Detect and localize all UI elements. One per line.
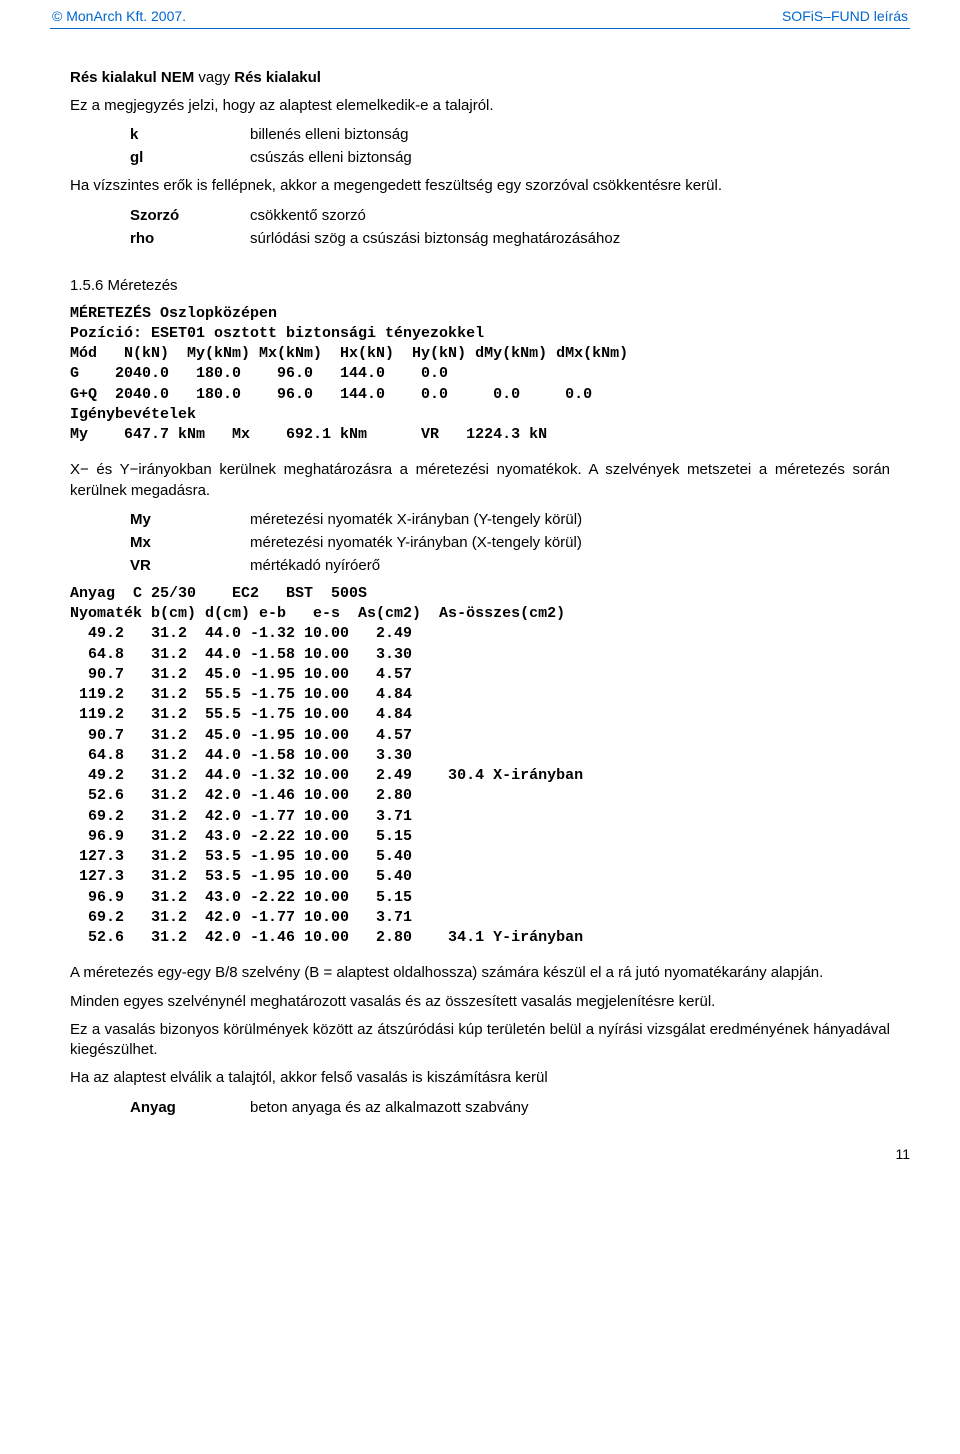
header-bar: © MonArch Kft. 2007. SOFiS–FUND leírás <box>50 0 910 29</box>
paragraph-vas: Minden egyes szelvénynél meghatározott v… <box>70 992 890 1012</box>
def-term: Anyag <box>130 1099 250 1116</box>
heading-res-kialakul: Rés kialakul NEM vagy Rés kialakul <box>70 69 890 86</box>
definitions-1: k billenés elleni biztonság gl csúszás e… <box>70 126 890 166</box>
definitions-2: Szorzó csökkentő szorzó rho súrlódási sz… <box>70 207 890 247</box>
heading-part1: Rés kialakul NEM <box>70 69 194 86</box>
mono-block-meretezes: MÉRETEZÉS Oszlopközépen Pozíció: ESET01 … <box>70 304 890 446</box>
def-row: Szorzó csökkentő szorzó <box>70 207 890 224</box>
def-term: Mx <box>130 534 250 551</box>
def-term: k <box>130 126 250 143</box>
def-term: My <box>130 511 250 528</box>
page-container: © MonArch Kft. 2007. SOFiS–FUND leírás R… <box>0 0 960 1192</box>
def-row: Anyag beton anyaga és az alkalmazott sza… <box>70 1099 890 1116</box>
def-row: rho súrlódási szög a csúszási biztonság … <box>70 230 890 247</box>
def-desc: súrlódási szög a csúszási biztonság megh… <box>250 230 890 247</box>
def-term: VR <box>130 557 250 574</box>
def-desc: billenés elleni biztonság <box>250 126 890 143</box>
def-term: gl <box>130 149 250 166</box>
definitions-3: My méretezési nyomaték X-irányban (Y-ten… <box>70 511 890 574</box>
def-row: Mx méretezési nyomaték Y-irányban (X-ten… <box>70 534 890 551</box>
paragraph-xy: X− és Y−irányokban kerülnek meghatározás… <box>70 460 890 501</box>
def-desc: méretezési nyomaték X-irányban (Y-tengel… <box>250 511 890 528</box>
content-area: Rés kialakul NEM vagy Rés kialakul Ez a … <box>50 69 910 1116</box>
def-term: Szorzó <box>130 207 250 224</box>
def-row: VR mértékadó nyíróerő <box>70 557 890 574</box>
header-right: SOFiS–FUND leírás <box>782 8 908 24</box>
definitions-4: Anyag beton anyaga és az alkalmazott sza… <box>70 1099 890 1116</box>
heading-part3: Rés kialakul <box>234 69 321 86</box>
page-number: 11 <box>50 1146 910 1162</box>
paragraph-force: Ha vízszintes erők is fellépnek, akkor a… <box>70 176 890 196</box>
header-left: © MonArch Kft. 2007. <box>52 8 186 24</box>
def-row: gl csúszás elleni biztonság <box>70 149 890 166</box>
def-desc: mértékadó nyíróerő <box>250 557 890 574</box>
heading-part2: vagy <box>194 69 234 86</box>
def-desc: csökkentő szorzó <box>250 207 890 224</box>
mono-block-anyag: Anyag C 25/30 EC2 BST 500S Nyomaték b(cm… <box>70 584 890 949</box>
paragraph-b8: A méretezés egy-egy B/8 szelvény (B = al… <box>70 963 890 983</box>
def-term: rho <box>130 230 250 247</box>
paragraph-felso: Ha az alaptest elválik a talajtól, akkor… <box>70 1068 890 1088</box>
def-desc: méretezési nyomaték Y-irányban (X-tengel… <box>250 534 890 551</box>
def-row: k billenés elleni biztonság <box>70 126 890 143</box>
def-desc: csúszás elleni biztonság <box>250 149 890 166</box>
paragraph-atsz: Ez a vasalás bizonyos körülmények között… <box>70 1020 890 1061</box>
intro-paragraph: Ez a megjegyzés jelzi, hogy az alaptest … <box>70 96 890 116</box>
def-desc: beton anyaga és az alkalmazott szabvány <box>250 1099 890 1116</box>
section-1-5-6: 1.5.6 Méretezés <box>70 277 890 294</box>
def-row: My méretezési nyomaték X-irányban (Y-ten… <box>70 511 890 528</box>
